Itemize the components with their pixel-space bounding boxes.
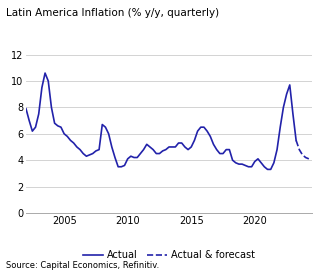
Actual (158, 152, 162, 155)
Actual (43, 72, 47, 75)
Line: Actual & forecast: Actual & forecast (296, 140, 309, 159)
Actual (37, 112, 41, 116)
Legend: Actual, Actual & forecast: Actual, Actual & forecast (80, 246, 258, 264)
Text: Latin America Inflation (% y/y, quarterly): Latin America Inflation (% y/y, quarterl… (6, 8, 220, 18)
Actual (31, 129, 34, 133)
Actual & forecast (304, 156, 307, 159)
Actual (24, 107, 28, 110)
Text: Source: Capital Economics, Refinitiv.: Source: Capital Economics, Refinitiv. (6, 261, 160, 270)
Actual & forecast (297, 148, 301, 151)
Actual & forecast (301, 153, 305, 156)
Actual (256, 157, 260, 161)
Actual & forecast (307, 157, 311, 161)
Actual (56, 124, 60, 127)
Actual (266, 168, 269, 171)
Line: Actual: Actual (26, 73, 296, 169)
Actual (294, 139, 298, 142)
Actual & forecast (294, 139, 298, 142)
Actual (234, 161, 238, 164)
